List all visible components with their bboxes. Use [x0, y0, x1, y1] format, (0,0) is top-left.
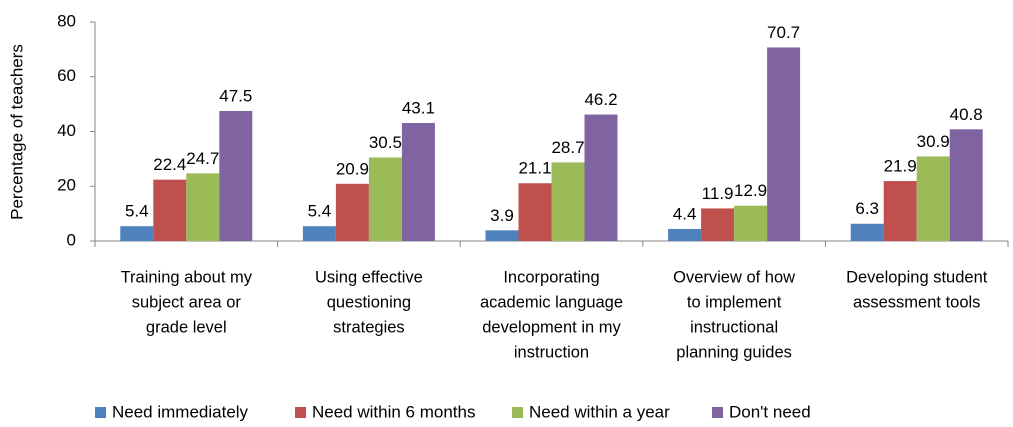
value-label: 20.9: [336, 159, 369, 178]
x-tick-label: Training about my: [121, 268, 253, 286]
value-label: 46.2: [584, 90, 617, 109]
y-tick-label: 40: [57, 121, 76, 140]
y-tick-label: 0: [67, 230, 76, 249]
value-label: 28.7: [551, 138, 584, 157]
y-tick-label: 20: [57, 176, 76, 195]
y-tick-label: 60: [57, 66, 76, 85]
x-tick-label: questioning: [327, 293, 411, 311]
bar: [668, 228, 702, 241]
value-label: 70.7: [767, 23, 800, 42]
bar: [767, 47, 801, 241]
bar: [302, 226, 336, 241]
value-label: 4.4: [673, 204, 697, 223]
bar: [485, 230, 519, 241]
legend-label: Need within 6 months: [312, 402, 475, 421]
bar: [120, 226, 154, 241]
x-tick-label: development in my: [482, 318, 621, 336]
x-tick-label: instructional: [690, 318, 778, 336]
bar: [734, 205, 768, 241]
bar: [551, 162, 585, 241]
value-label: 24.7: [186, 149, 219, 168]
bar: [949, 129, 983, 241]
bar: [916, 156, 950, 241]
legend-swatch: [712, 407, 723, 418]
value-label: 43.1: [402, 98, 435, 117]
x-tick-label: Overview of how: [673, 268, 795, 286]
legend-swatch: [95, 407, 106, 418]
value-label: 30.9: [917, 132, 950, 151]
bar: [401, 123, 435, 241]
bar: [219, 110, 253, 241]
bar: [368, 157, 402, 241]
value-label: 12.9: [734, 181, 767, 200]
value-label: 5.4: [308, 202, 332, 221]
value-label: 30.5: [369, 133, 402, 152]
legend-swatch: [295, 407, 306, 418]
bar: [883, 181, 917, 241]
x-tick-label: instruction: [514, 343, 589, 361]
bar: [701, 208, 735, 241]
value-label: 21.9: [884, 157, 917, 176]
legend-label: Don't need: [729, 402, 811, 421]
value-label: 22.4: [153, 155, 186, 174]
bar: [584, 114, 618, 241]
bar: [850, 223, 884, 241]
x-tick-label: Using effective: [315, 268, 423, 286]
legend-swatch: [512, 407, 523, 418]
bar: [335, 183, 369, 241]
bar: [518, 183, 552, 241]
value-label: 47.5: [219, 86, 252, 105]
value-label: 3.9: [490, 206, 514, 225]
y-tick-label: 80: [57, 11, 76, 30]
y-axis-label: Percentage of teachers: [7, 44, 26, 220]
legend-label: Need within a year: [529, 402, 670, 421]
x-tick-label: Incorporating: [503, 268, 599, 286]
x-tick-label: Developing student: [846, 268, 988, 286]
value-label: 40.8: [950, 105, 983, 124]
x-tick-label: to implement: [687, 293, 782, 311]
x-tick-label: grade level: [146, 318, 227, 336]
x-tick-label: academic language: [480, 293, 623, 311]
bar: [153, 179, 187, 241]
x-tick-label: subject area or: [132, 293, 242, 311]
value-label: 5.4: [125, 202, 149, 221]
value-label: 21.1: [518, 159, 551, 178]
bar: [186, 173, 220, 241]
x-tick-label: strategies: [333, 318, 405, 336]
value-label: 6.3: [855, 199, 879, 218]
x-tick-label: planning guides: [676, 343, 792, 361]
value-label: 11.9: [702, 184, 734, 203]
legend-label: Need immediately: [112, 402, 249, 421]
x-tick-label: assessment tools: [853, 293, 980, 311]
